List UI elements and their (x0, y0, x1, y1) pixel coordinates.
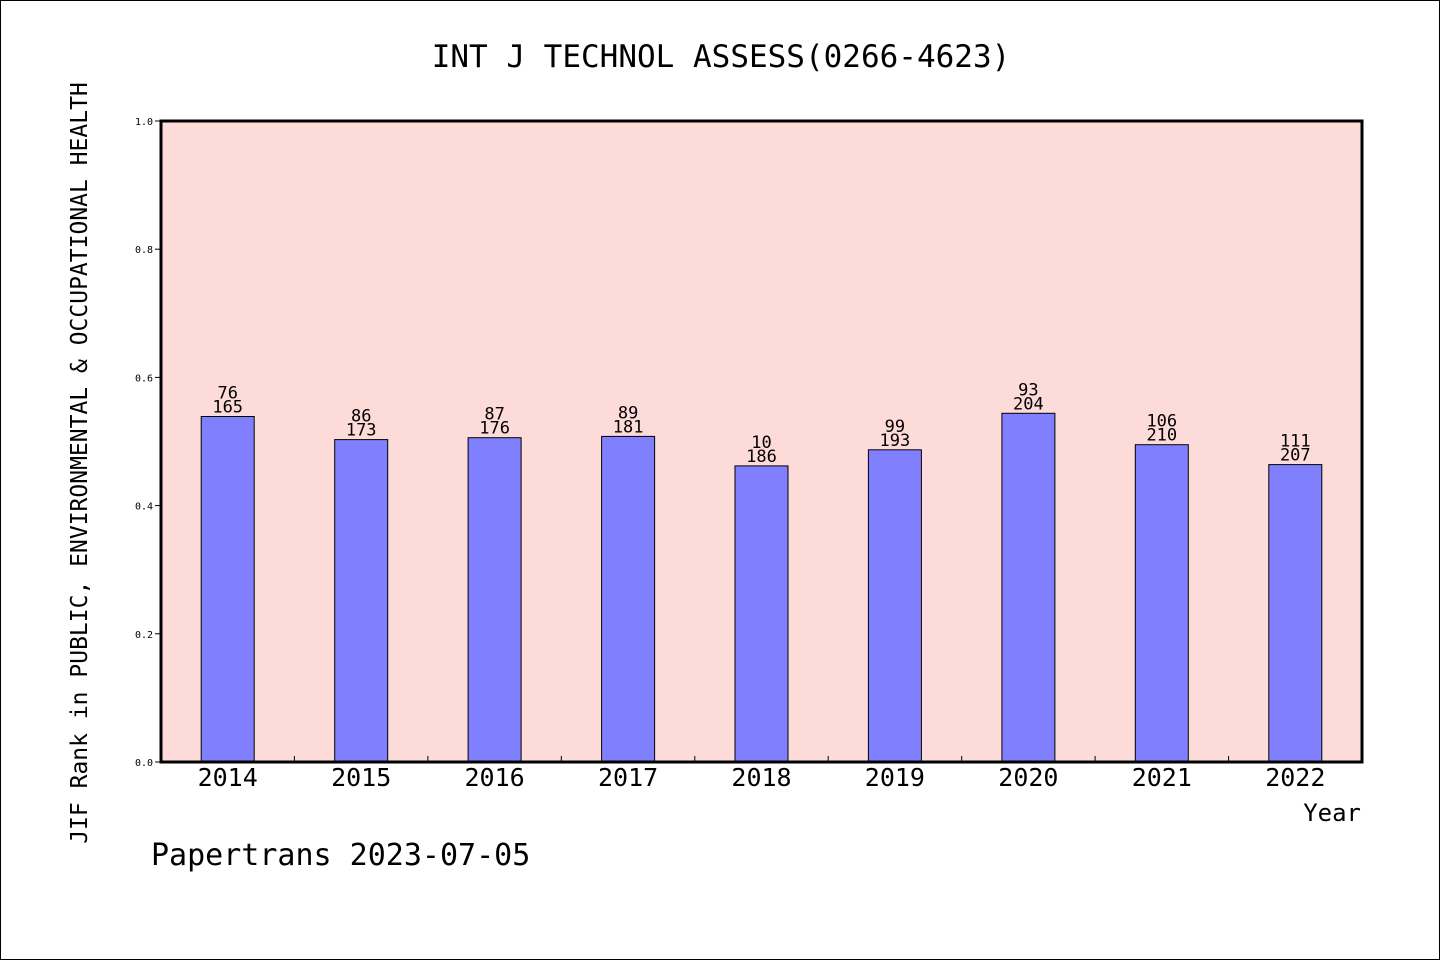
y-tick-label-0.6: 0.6 (135, 373, 153, 384)
y-tick-label-1.0: 1.0 (135, 117, 153, 128)
bar-rank-label-2014: 76 (217, 384, 237, 404)
bar-2016 (467, 437, 522, 763)
bar-rank-label-2017: 89 (618, 403, 638, 423)
bar-rank-label-2022: 111 (1280, 432, 1311, 452)
bar-2018 (734, 465, 789, 763)
bar-2022 (1268, 464, 1323, 763)
bar-total-label-2014: 165 (212, 398, 243, 418)
bar-total-label-2015: 173 (346, 421, 377, 441)
x-axis-label: Year (1303, 799, 1361, 827)
y-axis-label: JIF Rank in PUBLIC, ENVIRONMENTAL & OCCU… (67, 82, 93, 844)
bars-layer (200, 412, 1323, 763)
bar-total-label-2019: 193 (880, 431, 911, 451)
bar-2015 (334, 439, 389, 763)
bar-rank-label-2020: 93 (1018, 380, 1038, 400)
bar-rank-label-2015: 86 (351, 407, 371, 427)
y-tick-label-0.0: 0.0 (135, 758, 153, 769)
bar-total-label-2021: 210 (1146, 426, 1177, 446)
x-tick-label-2022: 2022 (1265, 763, 1325, 792)
bar-rank-label-2016: 87 (484, 405, 504, 425)
bar-rank-label-2018: 10 (751, 433, 771, 453)
bar-2021 (1134, 444, 1189, 763)
x-tick-label-2021: 2021 (1132, 763, 1192, 792)
bar-total-label-2022: 207 (1280, 446, 1311, 466)
x-tick-label-2019: 2019 (865, 763, 925, 792)
x-tick-label-2016: 2016 (464, 763, 524, 792)
footer-credit: Papertrans 2023-07-05 (151, 838, 530, 873)
y-tick-label-0.8: 0.8 (135, 245, 153, 256)
bar-2014 (200, 416, 255, 763)
x-tick-label-2014: 2014 (198, 763, 258, 792)
bar-2019 (867, 449, 922, 763)
bar-total-label-2020: 204 (1013, 394, 1044, 414)
y-tick-label-0.2: 0.2 (135, 630, 153, 641)
x-tick-label-2018: 2018 (731, 763, 791, 792)
x-tick-label-2017: 2017 (598, 763, 658, 792)
bar-rank-label-2021: 106 (1146, 412, 1177, 432)
axis-ticks-layer: 2014 2015 2016 2017 2018 2019 2020 2021 2022 0.0 0… (135, 117, 1325, 792)
bar-total-label-2016: 176 (479, 419, 510, 439)
x-tick-label-2015: 2015 (331, 763, 391, 792)
bar-2020 (1001, 412, 1056, 763)
chart-title: INT J TECHNOL ASSESS(0266-4623) (432, 39, 1011, 75)
bar-total-label-2017: 181 (613, 417, 644, 437)
bar-2017 (601, 435, 656, 763)
bar-total-label-2018: 186 (746, 447, 777, 467)
bar-rank-label-2019: 99 (885, 417, 905, 437)
x-tick-label-2020: 2020 (998, 763, 1058, 792)
plot-border (159, 119, 1364, 764)
y-tick-label-0.4: 0.4 (135, 502, 153, 513)
